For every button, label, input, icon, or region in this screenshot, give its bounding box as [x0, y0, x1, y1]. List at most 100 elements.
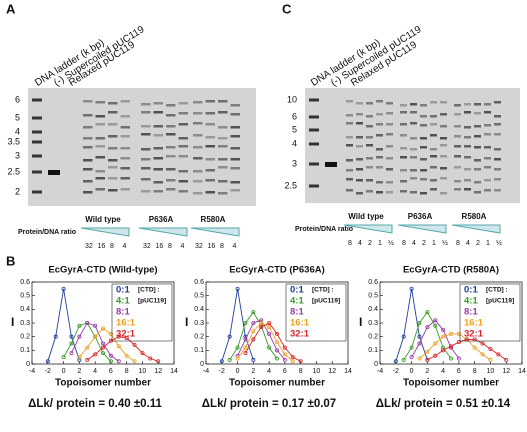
ratio-wedge — [138, 227, 188, 237]
gel-band — [356, 179, 363, 182]
data-point — [243, 320, 248, 325]
gel-band — [32, 98, 42, 102]
x-tick-label: 10 — [139, 368, 147, 375]
gel-band — [494, 115, 501, 118]
gel-band — [120, 147, 130, 150]
ratio-label: 32 — [143, 243, 151, 250]
gel-band — [141, 167, 151, 170]
gel — [305, 88, 520, 203]
data-point — [441, 327, 446, 332]
x-tick-label: 6 — [457, 368, 461, 375]
legend-entry: 0:1 — [290, 285, 304, 296]
gel-band — [309, 184, 319, 188]
gel-band — [386, 168, 393, 171]
ratio-label: 8 — [110, 243, 114, 250]
y-tick-label: 0.1 — [20, 347, 30, 354]
gel-band — [420, 124, 427, 127]
ratio-label: 2 — [476, 240, 480, 247]
gel-band — [166, 155, 176, 158]
gel-band — [386, 145, 393, 148]
series-line — [47, 288, 80, 362]
data-point — [496, 352, 501, 357]
data-point — [219, 359, 224, 364]
data-point — [480, 341, 485, 346]
data-point — [124, 336, 129, 341]
gel-band — [141, 178, 151, 181]
data-point — [235, 356, 240, 361]
gel-band — [454, 155, 461, 158]
gel-band — [376, 123, 383, 126]
data-point — [243, 351, 248, 356]
gel-band — [474, 159, 481, 162]
data-point — [267, 325, 272, 330]
gel-band — [230, 158, 240, 161]
panel-label: C — [282, 1, 292, 16]
legend-entry: 0:1 — [464, 285, 478, 296]
gel-band — [464, 111, 471, 114]
gel-band — [494, 158, 501, 161]
legend-entry: 4:1 — [464, 296, 478, 307]
series-line — [78, 327, 135, 362]
ratio-label: 2 — [422, 240, 426, 247]
gel-band — [95, 101, 105, 104]
gel-band — [400, 180, 407, 183]
gel-band — [366, 136, 373, 139]
gel-band — [366, 115, 373, 118]
gel-band — [205, 179, 215, 182]
gel-band — [454, 135, 461, 138]
gel-band — [325, 162, 337, 167]
gel-band — [153, 102, 163, 105]
gel-band — [218, 180, 228, 183]
data-point — [425, 357, 430, 362]
gel-band — [410, 169, 417, 172]
series-line — [419, 333, 491, 361]
data-point — [259, 318, 264, 323]
gel-band — [153, 134, 163, 137]
x-tick-label: -4 — [29, 368, 35, 375]
gel-band — [356, 168, 363, 171]
gel-band — [218, 111, 228, 114]
data-point — [227, 357, 232, 362]
gel-band — [178, 170, 188, 173]
gel-band — [400, 111, 407, 114]
gel-band — [420, 115, 427, 118]
y-axis-label: I — [11, 315, 14, 329]
annotation: ΔLk/ protein = 0.17 ±0.07 — [202, 398, 336, 410]
legend-entry: 8:1 — [464, 307, 478, 318]
y-tick-label: 0.2 — [368, 334, 378, 341]
gel-band — [83, 159, 93, 162]
data-point — [69, 341, 74, 346]
data-point — [116, 334, 121, 339]
gel-band — [400, 104, 407, 107]
gel-band — [494, 123, 501, 126]
data-point — [259, 320, 264, 325]
gel-band — [474, 168, 481, 171]
y-tick-label: 0.6 — [194, 279, 204, 286]
gel-band — [95, 188, 105, 191]
data-point — [61, 286, 66, 291]
data-point — [290, 359, 295, 364]
gel-band — [454, 180, 461, 183]
data-point — [472, 345, 477, 350]
gel-band — [430, 123, 437, 126]
data-point — [227, 334, 232, 339]
gel-band — [430, 101, 437, 104]
gel-band — [32, 190, 42, 194]
gel-band — [454, 104, 461, 107]
y-tick-label: 0.4 — [194, 306, 204, 313]
legend-entry: 16:1 — [290, 318, 310, 329]
data-point — [85, 320, 90, 325]
gel-band — [356, 102, 363, 105]
data-point — [251, 337, 256, 342]
data-point — [282, 345, 287, 350]
data-point — [448, 356, 453, 361]
gel-band — [346, 169, 353, 172]
ladder-label: 5 — [15, 112, 20, 122]
data-point — [274, 348, 279, 353]
group-label: Wild type — [85, 215, 121, 224]
gel-band — [83, 126, 93, 129]
x-axis-label: Topoisomer number — [229, 378, 325, 389]
y-axis-label: I — [185, 315, 188, 329]
data-point — [116, 359, 121, 364]
gel-band — [346, 122, 353, 125]
